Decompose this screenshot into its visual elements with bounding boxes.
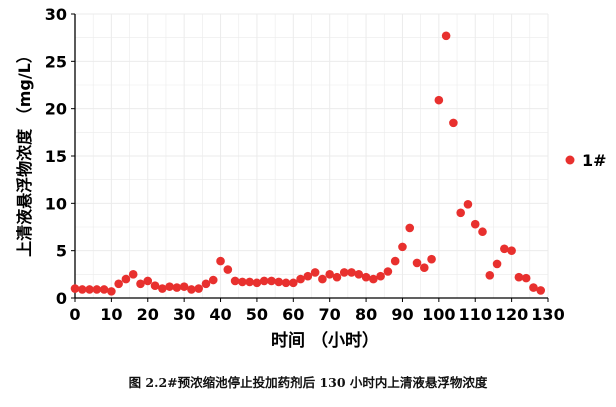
data-point <box>470 219 480 229</box>
data-point <box>245 277 254 287</box>
x-tick-label: 90 <box>391 305 413 324</box>
data-point <box>390 256 400 266</box>
x-tick-label: 100 <box>422 305 455 324</box>
legend: 1# <box>565 151 607 170</box>
data-point <box>332 272 342 282</box>
y-tick-label: 20 <box>45 100 67 119</box>
x-tick-label: 120 <box>495 305 528 324</box>
data-point <box>536 286 546 295</box>
data-point <box>107 287 116 296</box>
data-point <box>412 258 422 268</box>
x-tick-label: 30 <box>173 305 195 324</box>
data-point <box>230 276 240 286</box>
y-tick-label: 5 <box>56 242 67 261</box>
data-point <box>369 274 378 284</box>
data-point <box>303 271 313 281</box>
data-point <box>339 268 349 277</box>
data-point <box>296 274 305 284</box>
data-point <box>267 276 276 286</box>
figure-caption: 图 2.2#预浓缩池停止投加药剂后 130 小时内上清液悬浮物浓度 <box>128 375 488 390</box>
data-point <box>121 274 131 284</box>
data-point <box>485 270 495 280</box>
data-point <box>172 283 182 292</box>
x-tick-label: 40 <box>209 305 231 324</box>
x-tick-label: 80 <box>355 305 377 324</box>
data-point <box>325 270 334 279</box>
data-point <box>201 279 211 289</box>
data-point <box>85 285 94 294</box>
data-point <box>216 256 225 266</box>
data-points <box>70 31 546 296</box>
x-axis-label: 时间 （小时） <box>271 330 379 351</box>
x-tick-label: 0 <box>69 305 80 324</box>
y-tick-label: 30 <box>45 5 67 24</box>
axes <box>71 13 549 302</box>
data-point <box>310 268 320 277</box>
y-tick-label: 25 <box>45 52 67 71</box>
data-point <box>143 276 153 286</box>
data-point <box>318 274 327 284</box>
data-point <box>441 31 451 41</box>
data-point <box>456 208 465 218</box>
y-axis-label: 上清液悬浮物浓度 （mg/L） <box>15 47 34 257</box>
data-point <box>463 199 473 209</box>
data-point <box>500 244 509 254</box>
data-point <box>77 285 87 294</box>
data-point <box>70 284 80 293</box>
data-point <box>165 282 174 291</box>
data-point <box>187 285 196 294</box>
data-point <box>194 284 204 293</box>
data-point <box>179 282 189 291</box>
data-point <box>354 270 364 279</box>
data-point <box>289 278 298 288</box>
data-point <box>252 278 262 288</box>
data-point <box>478 227 487 237</box>
data-point <box>376 271 385 281</box>
y-tick-label: 0 <box>56 289 67 308</box>
x-tick-label: 60 <box>282 305 304 324</box>
data-point <box>427 254 436 264</box>
data-point <box>150 281 160 290</box>
chart-container: 0 10 20 30 40 50 60 70 80 90 100 110 120 130 0 5 10 15 20 2… <box>15 5 607 351</box>
data-point <box>274 277 284 287</box>
data-point <box>521 273 531 283</box>
x-tick-label: 130 <box>531 305 564 324</box>
data-point <box>492 259 502 269</box>
data-point <box>383 267 393 276</box>
tick-labels: 0 10 20 30 40 50 60 70 80 90 100 110 120 130 0 5 10 15 20 2… <box>45 5 565 324</box>
y-tick-label: 15 <box>45 147 67 166</box>
data-point <box>434 95 444 105</box>
legend-label-1: 1# <box>582 151 607 170</box>
x-tick-label: 10 <box>100 305 122 324</box>
data-point <box>208 275 218 285</box>
x-tick-label: 20 <box>137 305 159 324</box>
scatter-chart: 0 10 20 30 40 50 60 70 80 90 100 110 120 130 0 5 10 15 20 2… <box>15 5 607 351</box>
data-point <box>128 270 138 279</box>
data-point <box>529 283 538 292</box>
data-point <box>507 246 516 255</box>
data-point <box>347 268 356 277</box>
data-point <box>449 118 458 128</box>
grid-lines <box>74 13 549 299</box>
y-tick-label: 10 <box>45 194 67 213</box>
data-point <box>259 276 269 286</box>
data-point <box>281 278 291 288</box>
data-point <box>361 272 371 282</box>
x-tick-label: 50 <box>246 305 268 324</box>
data-point <box>99 285 109 294</box>
data-point <box>114 279 123 289</box>
data-point <box>405 223 415 233</box>
data-point <box>514 272 524 282</box>
data-point <box>223 265 233 274</box>
data-point <box>136 279 145 289</box>
legend-marker <box>565 155 575 165</box>
data-point <box>419 263 429 273</box>
data-point <box>158 284 167 293</box>
data-point <box>238 277 247 287</box>
data-point <box>398 242 407 252</box>
x-tick-label: 70 <box>319 305 341 324</box>
x-tick-label: 110 <box>459 305 492 324</box>
data-point <box>92 285 102 294</box>
